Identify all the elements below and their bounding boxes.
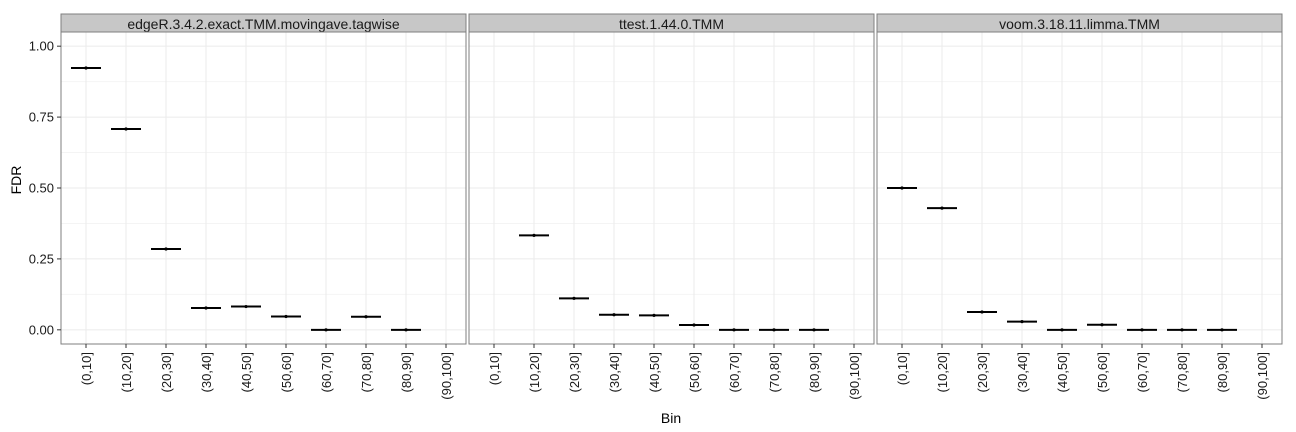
y-tick-label: 0.25 — [29, 251, 54, 266]
x-axis-title: Bin — [661, 410, 681, 426]
x-tick-label: (40,50] — [239, 352, 254, 392]
data-point — [772, 328, 776, 332]
x-tick-label: (70,80] — [1175, 352, 1190, 392]
x-tick-label: (50,60] — [687, 352, 702, 392]
x-tick-label: (50,60] — [1095, 352, 1110, 392]
y-tick-label: 0.75 — [29, 110, 54, 125]
y-axis: 0.00 0.25 0.50 0.75 1.00 — [29, 39, 61, 337]
data-point — [364, 315, 368, 319]
x-tick-label: (10,20] — [527, 352, 542, 392]
x-tick-label: (40,50] — [647, 352, 662, 392]
y-tick-label: 0.50 — [29, 181, 54, 196]
data-point — [124, 127, 128, 131]
x-tick-label: (20,30] — [567, 352, 582, 392]
x-tick-label: (0,10] — [487, 352, 502, 385]
data-point — [1100, 323, 1104, 327]
data-point — [532, 233, 536, 237]
data-point — [732, 328, 736, 332]
data-point — [324, 328, 328, 332]
panels: edgeR.3.4.2.exact.TMM.movingave.tagwise (… — [60, 13, 1283, 400]
x-tick-label: (0,10] — [79, 352, 94, 385]
data-point — [980, 310, 984, 314]
x-tick-label: (50,60] — [279, 352, 294, 392]
x-tick-label: (30,40] — [199, 352, 214, 392]
x-tick-label: (80,90] — [807, 352, 822, 392]
x-tick-label: (60,70] — [319, 352, 334, 392]
data-point — [652, 313, 656, 317]
x-tick-label: (40,50] — [1055, 352, 1070, 392]
x-tick-label: (10,20] — [935, 352, 950, 392]
data-point — [404, 328, 408, 332]
panel-border — [468, 31, 875, 345]
y-tick-label: 0.00 — [29, 322, 54, 337]
x-tick-label: (70,80] — [767, 352, 782, 392]
facet-panel: edgeR.3.4.2.exact.TMM.movingave.tagwise (… — [60, 13, 467, 400]
x-tick-label: (90,100] — [847, 352, 862, 400]
data-point — [1220, 328, 1224, 332]
x-tick-label: (30,40] — [607, 352, 622, 392]
y-axis-title: FDR — [8, 166, 24, 195]
x-tick-label: (70,80] — [359, 352, 374, 392]
data-point — [900, 186, 904, 190]
data-point — [1060, 328, 1064, 332]
x-tick-label: (20,30] — [159, 352, 174, 392]
facet-strip-label: edgeR.3.4.2.exact.TMM.movingave.tagwise — [127, 16, 400, 32]
data-point — [164, 247, 168, 251]
data-point — [244, 304, 248, 309]
data-point — [284, 314, 288, 319]
data-point — [572, 296, 576, 300]
x-tick-label: (80,90] — [1215, 352, 1230, 392]
x-tick-label: (90,100] — [439, 352, 454, 400]
data-point — [612, 313, 616, 317]
x-tick-label: (60,70] — [727, 352, 742, 392]
data-point — [1180, 328, 1184, 332]
y-tick-label: 1.00 — [29, 39, 54, 54]
x-tick-label: (30,40] — [1015, 352, 1030, 392]
data-point — [1020, 319, 1024, 324]
data-point — [204, 306, 208, 310]
facet-strip-label: voom.3.18.11.limma.TMM — [999, 16, 1160, 32]
facet-panel: voom.3.18.11.limma.TMM (0,10] (10,20] (20,3… — [876, 13, 1283, 400]
x-tick-label: (10,20] — [119, 352, 134, 392]
x-tick-label: (0,10] — [895, 352, 910, 385]
x-tick-label: (20,30] — [975, 352, 990, 392]
data-point — [84, 66, 88, 70]
data-point — [692, 323, 696, 327]
x-tick-label: (80,90] — [399, 352, 414, 392]
x-tick-label: (60,70] — [1135, 352, 1150, 392]
panel-border — [876, 31, 1283, 345]
facet-strip-label: ttest.1.44.0.TMM — [619, 16, 724, 32]
x-tick-label: (90,100] — [1255, 352, 1270, 400]
data-point — [940, 206, 944, 210]
data-point — [812, 328, 816, 332]
facet-panel: ttest.1.44.0.TMM (0,10] (10,20] (20,30] (30,… — [468, 13, 875, 400]
data-point — [1140, 328, 1144, 332]
